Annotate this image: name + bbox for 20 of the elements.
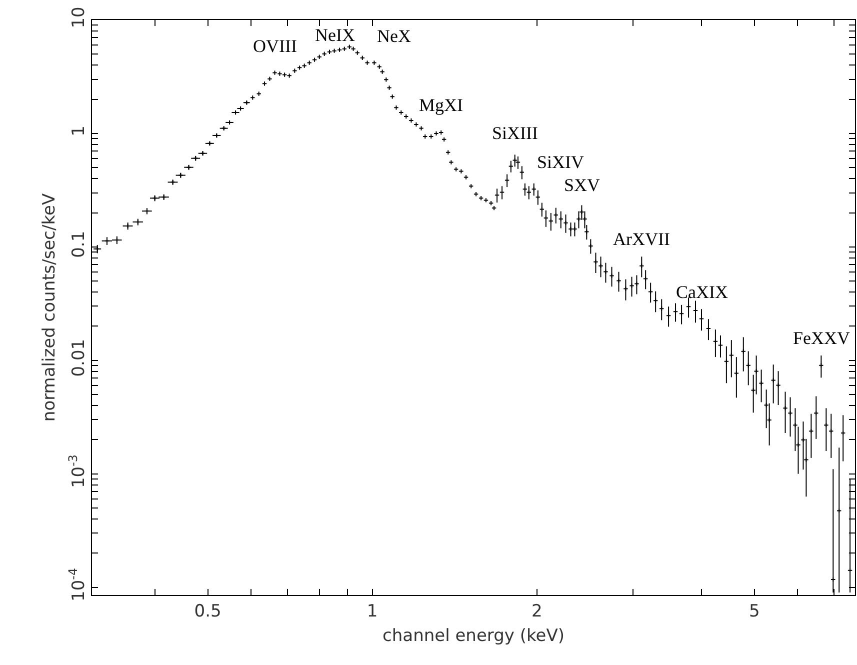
y-tick-label: 1 <box>69 125 90 136</box>
annotation: ArXVII <box>613 229 670 249</box>
annotation: MgXI <box>419 95 464 115</box>
annotation: SXV <box>564 175 600 195</box>
y-tick-label: 0.01 <box>69 338 90 377</box>
annotation: FeXXV <box>793 328 850 348</box>
annotation: OVIII <box>253 36 297 56</box>
y-tick-label: 0.1 <box>69 230 90 258</box>
x-tick-label: 2 <box>531 601 542 622</box>
y-tick-label: 10 <box>69 6 90 28</box>
annotation: NeIX <box>315 25 355 45</box>
x-tick-label: 5 <box>748 601 760 622</box>
x-axis-title: channel energy (keV) <box>382 626 564 646</box>
annotation: SiXIII <box>492 123 538 143</box>
x-tick-label: 1 <box>366 601 378 622</box>
annotation: SiXIV <box>537 152 584 172</box>
y-axis-title: normalized counts/sec/keV <box>40 193 60 422</box>
annotation: NeX <box>377 26 411 46</box>
x-tick-label: 0.5 <box>194 601 222 622</box>
annotation: CaXIX <box>676 282 728 302</box>
